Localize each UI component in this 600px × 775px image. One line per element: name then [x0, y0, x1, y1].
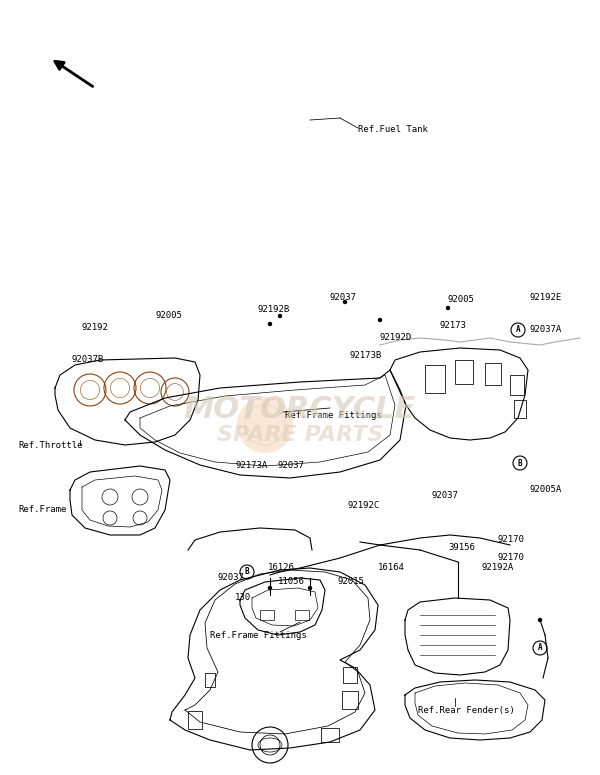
Text: 92015: 92015: [338, 577, 365, 587]
Circle shape: [539, 618, 542, 622]
Text: Ref.Fuel Tank: Ref.Fuel Tank: [358, 126, 428, 135]
Text: 130: 130: [235, 594, 251, 602]
Text: Ref.Frame Fittings: Ref.Frame Fittings: [285, 411, 382, 419]
Text: B: B: [518, 459, 523, 467]
Text: B: B: [245, 567, 250, 577]
Text: 16126: 16126: [268, 563, 295, 573]
Text: 92192D: 92192D: [380, 333, 412, 343]
Text: 92173B: 92173B: [350, 350, 382, 360]
Text: 92037: 92037: [330, 294, 357, 302]
Circle shape: [446, 306, 449, 309]
Text: 92037: 92037: [278, 460, 305, 470]
Text: Ref.Frame: Ref.Frame: [18, 505, 67, 515]
Text: Ref.Throttle: Ref.Throttle: [18, 440, 83, 450]
Text: 92192E: 92192E: [530, 294, 562, 302]
Circle shape: [379, 319, 382, 322]
Text: 92037B: 92037B: [72, 356, 104, 364]
Text: Ref.Frame Fittings: Ref.Frame Fittings: [210, 631, 307, 639]
Text: 92173A: 92173A: [235, 461, 267, 470]
Circle shape: [269, 322, 271, 326]
Text: 92005: 92005: [155, 311, 182, 319]
Text: 92173: 92173: [440, 321, 467, 329]
Text: 92192C: 92192C: [348, 501, 380, 509]
Text: A: A: [538, 643, 542, 653]
Text: 92037: 92037: [218, 574, 245, 583]
Text: 92192B: 92192B: [258, 305, 290, 315]
Circle shape: [308, 587, 311, 590]
Text: 92170: 92170: [498, 536, 525, 545]
Text: MOTORCYCLE: MOTORCYCLE: [184, 395, 416, 425]
Text: 92192: 92192: [82, 323, 109, 332]
Circle shape: [269, 587, 271, 590]
Text: 11056: 11056: [278, 577, 305, 587]
Circle shape: [343, 301, 347, 304]
Text: 92037: 92037: [432, 491, 459, 501]
Text: 92005A: 92005A: [530, 485, 562, 494]
Text: 16164: 16164: [378, 563, 405, 573]
Text: SPARE PARTS: SPARE PARTS: [217, 425, 383, 445]
Text: 92170: 92170: [498, 553, 525, 563]
Text: 39156: 39156: [448, 543, 475, 553]
Circle shape: [237, 397, 293, 453]
Circle shape: [278, 315, 281, 318]
Text: 92005: 92005: [448, 295, 475, 305]
Text: A: A: [515, 326, 520, 335]
Text: Ref.Rear Fender(s): Ref.Rear Fender(s): [418, 705, 515, 715]
Text: 92192A: 92192A: [482, 563, 514, 573]
Text: 92037A: 92037A: [530, 326, 562, 335]
